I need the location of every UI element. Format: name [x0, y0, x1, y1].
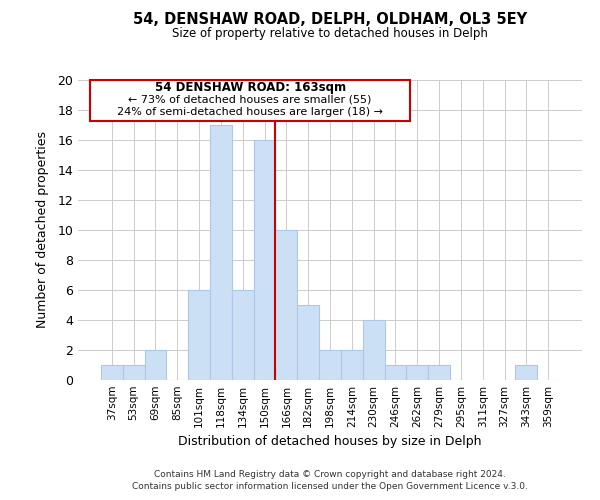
Text: 54, DENSHAW ROAD, DELPH, OLDHAM, OL3 5EY: 54, DENSHAW ROAD, DELPH, OLDHAM, OL3 5EY: [133, 12, 527, 28]
Bar: [101, 365, 123, 380]
Bar: [406, 365, 428, 380]
Text: Size of property relative to detached houses in Delph: Size of property relative to detached ho…: [172, 28, 488, 40]
Bar: [275, 230, 297, 380]
Bar: [297, 305, 319, 380]
Bar: [123, 365, 145, 380]
Text: Contains HM Land Registry data © Crown copyright and database right 2024.: Contains HM Land Registry data © Crown c…: [154, 470, 506, 479]
Bar: [319, 350, 341, 380]
Bar: [515, 365, 537, 380]
Bar: [363, 320, 385, 380]
X-axis label: Distribution of detached houses by size in Delph: Distribution of detached houses by size …: [178, 436, 482, 448]
Bar: [428, 365, 450, 380]
Bar: [254, 140, 275, 380]
Text: Contains public sector information licensed under the Open Government Licence v.: Contains public sector information licen…: [132, 482, 528, 491]
Bar: [210, 125, 232, 380]
Text: 24% of semi-detached houses are larger (18) →: 24% of semi-detached houses are larger (…: [117, 106, 383, 117]
Text: ← 73% of detached houses are smaller (55): ← 73% of detached houses are smaller (55…: [128, 94, 372, 104]
Bar: [145, 350, 166, 380]
Y-axis label: Number of detached properties: Number of detached properties: [36, 132, 49, 328]
Bar: [188, 290, 210, 380]
Bar: [341, 350, 363, 380]
Bar: [232, 290, 254, 380]
Text: 54 DENSHAW ROAD: 163sqm: 54 DENSHAW ROAD: 163sqm: [155, 81, 346, 94]
Bar: [385, 365, 406, 380]
FancyBboxPatch shape: [90, 80, 410, 120]
